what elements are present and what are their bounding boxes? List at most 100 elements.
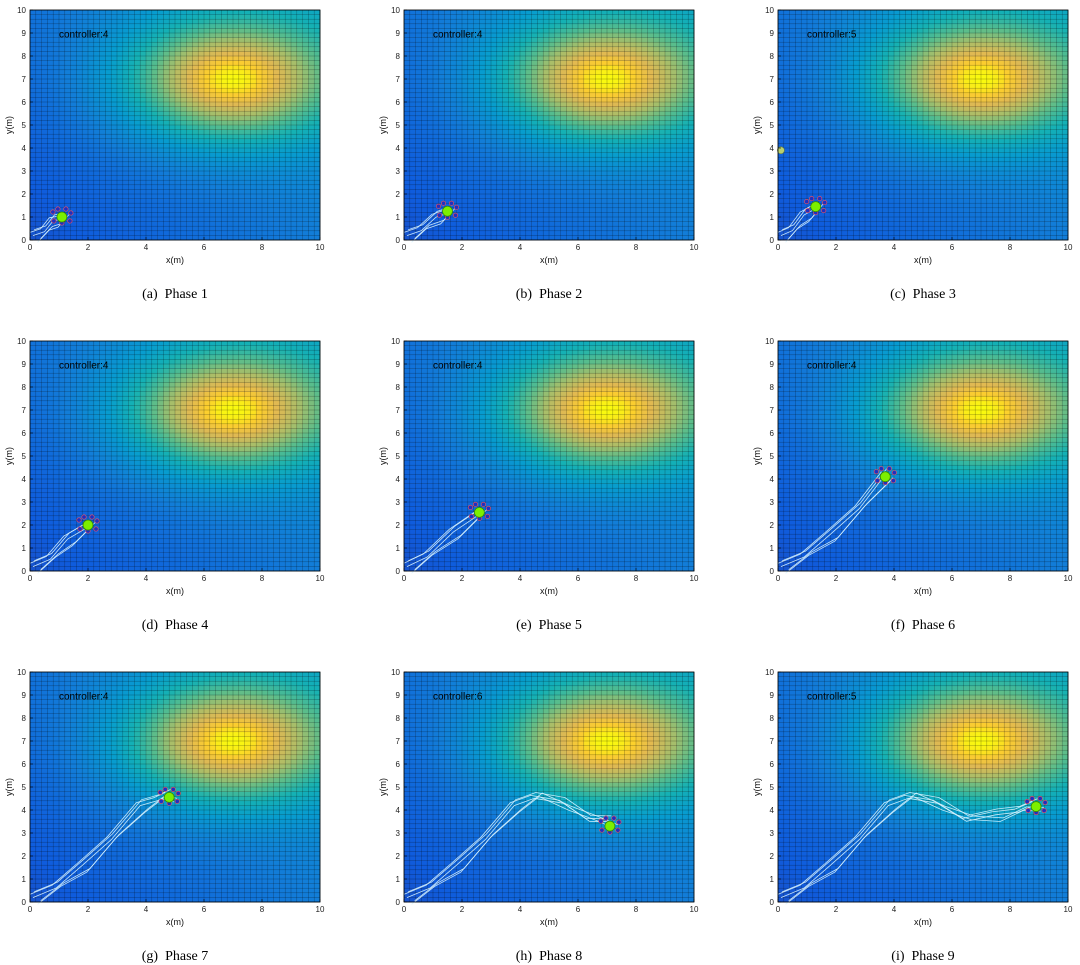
heatmap-cell [117,70,123,75]
heatmap-cell [105,65,111,70]
heatmap-cell [624,226,630,231]
heatmap-cell [636,97,642,102]
heatmap-cell [630,153,636,158]
heatmap-cell [659,180,665,185]
heatmap-cell [314,24,320,29]
heatmap-cell [82,107,88,112]
heatmap-cell [198,148,204,153]
heatmap-cell [630,194,636,199]
heatmap-cell [123,208,129,213]
heatmap-cell [462,203,468,208]
heatmap-cell [497,134,503,139]
heatmap-cell [111,199,117,204]
heatmap-cell [233,51,239,56]
heatmap-cell [555,199,561,204]
heatmap-cell [613,208,619,213]
heatmap-cell [123,97,129,102]
heatmap-cell [450,19,456,24]
heatmap-cell [158,65,164,70]
heatmap-cell [210,88,216,93]
heatmap-cell [140,65,146,70]
heatmap-cell [123,10,129,15]
heatmap-cell [590,194,596,199]
heatmap-cell [421,51,427,56]
heatmap-cell [537,235,543,240]
heatmap-cell [291,162,297,167]
heatmap-cell [158,194,164,199]
heatmap-cell [297,107,303,112]
heatmap-cell [303,226,309,231]
heatmap-cell [204,111,210,116]
heatmap-cell [474,222,480,227]
heatmap-cell [462,194,468,199]
heatmap-cell [601,162,607,167]
heatmap-cell [123,33,129,38]
heatmap-cell [601,180,607,185]
heatmap-cell [595,120,601,125]
heatmap-cell [462,235,468,240]
heatmap-cell [485,65,491,70]
heatmap-cell [659,28,665,33]
heatmap-cell [94,10,100,15]
heatmap-cell [30,153,36,158]
heatmap-cell [210,194,216,199]
heatmap-cell [82,130,88,135]
heatmap-cell [314,19,320,24]
heatmap-cell [76,24,82,29]
heatmap-cell [146,143,152,148]
heatmap-cell [439,134,445,139]
heatmap-cell [239,185,245,190]
heatmap-cell [578,148,584,153]
heatmap-cell [549,208,555,213]
heatmap-cell [158,235,164,240]
heatmap-cell [245,15,251,20]
heatmap-cell [175,33,181,38]
heatmap-cell [648,125,654,130]
heatmap-cell [456,157,462,162]
heatmap-cell [146,107,152,112]
heatmap-cell [30,47,36,52]
heatmap-cell [462,226,468,231]
heatmap-cell [653,65,659,70]
heatmap-cell [416,171,422,176]
heatmap-cell [175,222,181,227]
heatmap-cell [532,107,538,112]
heatmap-cell [648,84,654,89]
heatmap-cell [450,180,456,185]
heatmap-cell [169,24,175,29]
heatmap-cell [239,143,245,148]
heatmap-cell [308,125,314,130]
heatmap-cell [491,28,497,33]
heatmap-cell [607,171,613,176]
heatmap-cell [152,15,158,20]
heatmap-cell [192,143,198,148]
heatmap-cell [134,139,140,144]
heatmap-cell [630,171,636,176]
heatmap-cell [462,180,468,185]
heatmap-cell [198,125,204,130]
heatmap-cell [433,65,439,70]
heatmap-cell [65,153,71,158]
heatmap-cell [82,97,88,102]
heatmap-cell [416,97,422,102]
heatmap-cell [65,10,71,15]
heatmap-cell [462,125,468,130]
heatmap-cell [555,217,561,222]
heatmap-cell [192,148,198,153]
heatmap-cell [250,61,256,66]
heatmap-cell [520,185,526,190]
heatmap-cell [665,162,671,167]
heatmap-cell [479,70,485,75]
heatmap-cell [94,88,100,93]
heatmap-cell [140,24,146,29]
heatmap-cell [508,199,514,204]
heatmap-cell [291,185,297,190]
heatmap-cell [485,180,491,185]
heatmap-cell [584,180,590,185]
heatmap-cell [210,153,216,158]
heatmap-cell [262,139,268,144]
heatmap-cell [94,42,100,47]
heatmap-cell [314,111,320,116]
heatmap-cell [416,42,422,47]
heatmap-cell [221,125,227,130]
